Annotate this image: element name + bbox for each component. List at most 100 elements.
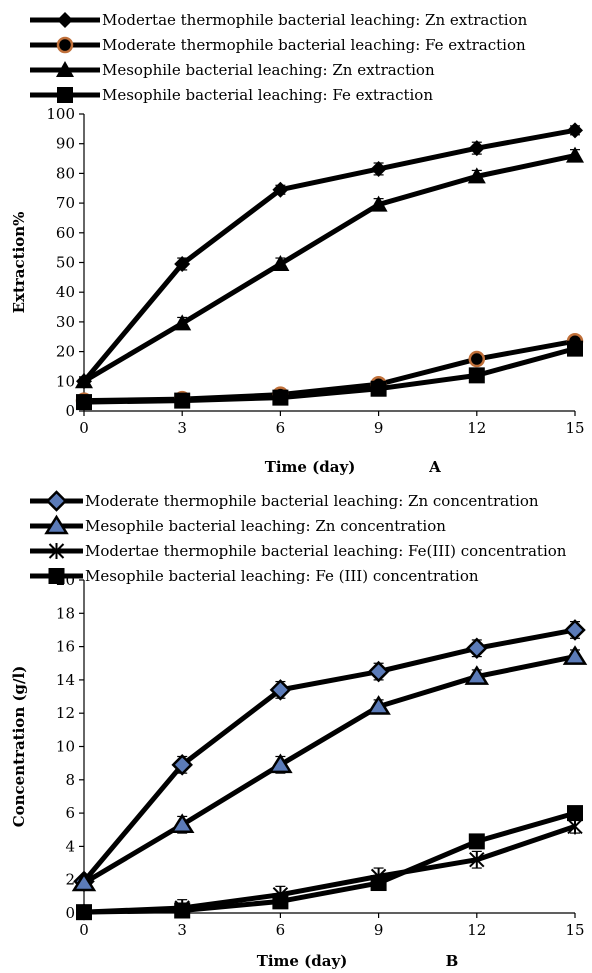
y-tick-label: 0 [65, 904, 75, 922]
y-tick-label: 40 [56, 283, 75, 301]
x-tick-label: 12 [467, 921, 486, 939]
x-tick-label: 9 [374, 921, 384, 939]
y-tick-label: 60 [56, 224, 75, 242]
data-point [76, 394, 92, 411]
legend-label: Moderate thermophile bacterial leaching:… [85, 492, 539, 510]
data-point [566, 146, 584, 163]
data-point [367, 660, 390, 683]
series [75, 332, 584, 409]
y-tick-label: 8 [65, 771, 75, 789]
x-tick-label: 3 [177, 921, 187, 939]
y-tick-label: 70 [56, 194, 75, 212]
legend-marker [57, 87, 73, 103]
legend-item: Mesophile bacterial leaching: Zn extract… [30, 61, 435, 79]
y-tick-label: 2 [65, 871, 75, 889]
x-tick-label: 6 [276, 419, 286, 437]
chart-a: Modertae thermophile bacterial leaching:… [10, 11, 585, 476]
y-tick-label: 90 [56, 135, 75, 153]
data-point [567, 805, 583, 822]
data-point [174, 392, 191, 409]
y-tick-label: 18 [56, 604, 75, 622]
y-tick-label: 14 [56, 671, 75, 689]
data-point [464, 665, 490, 685]
data-point [469, 851, 485, 868]
y-tick-label: 100 [46, 105, 75, 123]
panel-label: B [446, 952, 459, 970]
legend-item: Moderate thermophile bacterial leaching:… [30, 36, 526, 54]
data-point [468, 140, 485, 157]
y-tick-label: 12 [56, 704, 75, 722]
legend-label: Mesophile bacterial leaching: Zn concent… [85, 517, 446, 535]
data-point [174, 902, 191, 919]
legend-marker [57, 12, 73, 28]
x-tick-label: 3 [177, 419, 187, 437]
series-line [82, 127, 576, 383]
data-point [468, 833, 485, 850]
x-tick-label: 15 [565, 921, 584, 939]
y-tick-label: 16 [56, 638, 75, 656]
data-point [370, 160, 387, 177]
data-point [567, 122, 583, 139]
legend-label: Modertae thermophile bacterial leaching:… [85, 542, 567, 560]
data-point [567, 340, 583, 357]
y-tick-label: 10 [56, 372, 75, 390]
legend-label: Mesophile bacterial leaching: Fe (III) c… [85, 567, 479, 585]
legend-marker [56, 61, 74, 77]
data-point [466, 637, 488, 660]
y-tick-label: 4 [65, 837, 75, 855]
data-point [174, 255, 191, 272]
legend-item: Moderate thermophile bacterial leaching:… [30, 490, 539, 512]
y-tick-label: 30 [56, 313, 75, 331]
legend-item: Mesophile bacterial leaching: Fe extract… [30, 86, 433, 104]
series-line [82, 153, 576, 384]
legend-marker [48, 543, 65, 559]
series [71, 645, 588, 892]
panel-label: A [428, 458, 441, 476]
chart-b: Moderate thermophile bacterial leaching:… [10, 490, 588, 970]
legend-item: Mesophile bacterial leaching: Fe (III) c… [30, 567, 479, 585]
x-tick-label: 0 [79, 419, 89, 437]
data-point [272, 893, 289, 910]
data-point [76, 904, 92, 921]
y-tick-label: 50 [56, 254, 75, 272]
x-tick-label: 15 [565, 419, 584, 437]
legend-marker [56, 36, 74, 54]
x-axis-title: Time (day) [257, 952, 348, 970]
x-tick-label: 12 [467, 419, 486, 437]
legend-marker [45, 490, 68, 512]
y-tick-label: 80 [56, 164, 75, 182]
series-line [82, 654, 576, 886]
data-point [369, 195, 388, 212]
data-point [268, 753, 293, 774]
y-tick-label: 6 [65, 804, 75, 822]
data-point [171, 754, 193, 776]
data-point [564, 619, 586, 641]
series-line [82, 627, 576, 883]
data-point [75, 372, 93, 389]
y-tick-label: 10 [56, 738, 75, 756]
data-point [370, 380, 387, 397]
legend-marker [44, 514, 69, 535]
data-point [468, 350, 486, 368]
data-point [370, 875, 387, 892]
legend-marker [48, 568, 65, 584]
legend-label: Moderate thermophile bacterial leaching:… [102, 36, 526, 54]
y-tick-label: 0 [65, 402, 75, 420]
legend-label: Modertae thermophile bacterial leaching:… [102, 11, 528, 29]
legend-item: Modertae thermophile bacterial leaching:… [30, 542, 567, 560]
x-axis-title: Time (day) [265, 458, 356, 476]
y-tick-label: 20 [56, 571, 75, 589]
series [76, 340, 583, 411]
y-axis-title: Extraction% [10, 212, 28, 314]
series-line [83, 346, 576, 405]
legend-item: Modertae thermophile bacterial leaching:… [30, 11, 528, 29]
data-point [272, 389, 289, 406]
x-tick-label: 6 [276, 921, 286, 939]
data-point [468, 367, 485, 384]
series [76, 805, 583, 921]
x-tick-label: 9 [374, 419, 384, 437]
series [75, 146, 584, 389]
data-point [269, 679, 292, 701]
y-axis-title: Concentration (g/l) [10, 666, 28, 828]
